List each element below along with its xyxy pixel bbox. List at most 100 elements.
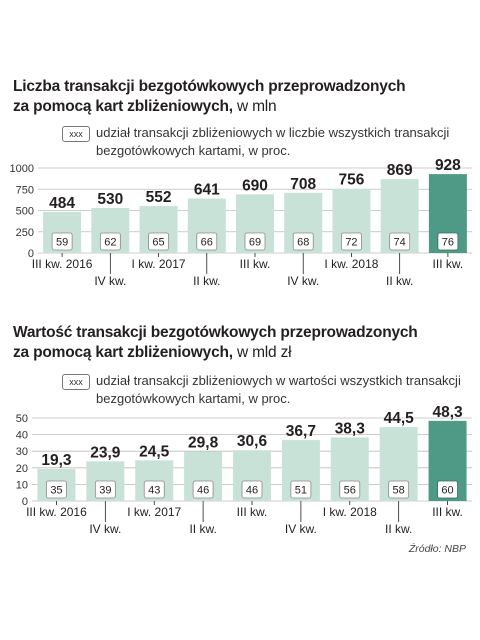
chart-2-category-label: I kw. 2017: [127, 505, 181, 519]
chart-1-category-label: IV kw.: [94, 274, 126, 288]
chart-1-title: Liczba transakcji bezgotówkowych przepro…: [13, 77, 406, 117]
chart-1-plot: 0 250 500 750 1000 484 59 III kw. 2016 530 62 IV k…: [10, 157, 472, 288]
chart-2-category-label: III kw. 2016: [26, 505, 87, 519]
chart-1-share-badge: [51, 232, 73, 251]
chart-1-ytick-label: 750: [16, 184, 34, 196]
chart-2-value-label: 24,5: [139, 443, 170, 460]
chart-1-value-label: 690: [242, 177, 268, 194]
chart-2-share-badge: [339, 480, 361, 499]
chart-1-share-label: 76: [442, 237, 454, 249]
chart-1-share-badge: [99, 232, 121, 251]
chart-1-value-label: 928: [435, 157, 461, 174]
chart-2-share-badge: [437, 480, 458, 499]
chart-1-share-badge: [196, 232, 218, 251]
chart-1-share-label: 59: [56, 237, 68, 249]
chart-2-share-label: 43: [148, 485, 160, 497]
chart-2-share-badge: [241, 480, 263, 499]
chart-2-share-badge: [94, 480, 116, 499]
chart-1-value-label: 530: [97, 191, 123, 208]
chart-2-share-label: 60: [441, 485, 453, 497]
chart-1-value-label: 552: [146, 189, 172, 206]
chart-2-value-label: 19,3: [41, 452, 72, 469]
chart-2-category-label: II kw.: [189, 522, 216, 536]
chart-1-legend-text: udział transakcji zbliżeniowych w liczbi…: [96, 124, 449, 160]
chart-2-share-badge: [290, 480, 312, 499]
chart-1-ytick-label: 0: [28, 248, 34, 260]
chart-1-value-label: 641: [194, 182, 220, 199]
chart-2-category-label: IV kw.: [285, 522, 317, 536]
chart-2-legend-line2: bezgotówkowych kartami, w proc.: [96, 391, 291, 406]
chart-2-category-label: III kw.: [237, 505, 268, 519]
chart-1-value-label: 708: [290, 176, 316, 193]
chart-2-share-label: 35: [50, 485, 62, 497]
chart-2-share-label: 39: [99, 485, 111, 497]
chart-1-ytick-label: 1000: [10, 163, 34, 175]
chart-1-share-badge: [148, 232, 169, 251]
chart-2-share-label: 46: [197, 485, 209, 497]
chart-2-share-label: 58: [393, 485, 405, 497]
chart-2-value-label: 36,7: [286, 423, 316, 440]
chart-2-title-line2: za pomocą kart zbliżeniowych,: [13, 344, 233, 361]
chart-1-title-line1: Liczba transakcji bezgotówkowych przepro…: [13, 78, 406, 95]
chart-2-value-label: 23,9: [90, 444, 121, 461]
chart-2-share-badge: [143, 480, 165, 499]
chart-1-title-line2: za pomocą kart zbliżeniowych,: [13, 98, 233, 115]
chart-1-value-label: 756: [339, 172, 365, 189]
chart-2-plot: 0 10 20 30 40 50 19,3 35 III kw. 2016 23,9 39 IV kw…: [16, 405, 472, 536]
chart-2-share-badge: [388, 480, 410, 499]
chart-2-value-label: 30,6: [237, 433, 268, 450]
chart-1-share-label: 62: [104, 237, 116, 249]
chart-1-value-label: 484: [49, 195, 75, 212]
chart-1-category-label: III kw. 2016: [32, 257, 93, 271]
chart-2-share-label: 56: [344, 485, 356, 497]
chart-1-category-label: IV kw.: [287, 274, 319, 288]
chart-2-title: Wartość transakcji bezgotówkowych przepr…: [13, 323, 418, 363]
chart-1-ytick-label: 500: [16, 206, 34, 218]
chart-1-share-badge: [437, 232, 459, 251]
chart-1-share-label: 66: [201, 237, 213, 249]
chart-2-ytick-label: 40: [16, 430, 28, 442]
chart-1-share-badge: [244, 232, 266, 251]
chart-2-share-label: 51: [295, 485, 307, 497]
chart-2-category-label: II kw.: [385, 522, 412, 536]
chart-2-category-label: III kw.: [432, 505, 463, 519]
chart-2-ytick-label: 30: [16, 446, 28, 458]
chart-2-share-badge: [192, 480, 214, 499]
chart-1-category-label: I kw. 2018: [324, 257, 378, 271]
chart-2-legend-line1: udział transakcji zbliżeniowych w wartoś…: [96, 373, 461, 388]
chart-1-ytick-label: 250: [16, 227, 34, 239]
chart-2-title-line1: Wartość transakcji bezgotówkowych przepr…: [13, 324, 418, 341]
chart-2-unit: w mld zł: [236, 344, 292, 361]
chart-1-share-badge: [292, 232, 314, 251]
chart-1-category-label: II kw.: [386, 274, 413, 288]
chart-2-value-label: 38,3: [335, 420, 366, 437]
chart-1-category-label: I kw. 2017: [132, 257, 186, 271]
chart-2-share-badge: [46, 480, 67, 499]
chart-1-share-label: 72: [345, 237, 357, 249]
chart-1-share-label: 68: [297, 237, 309, 249]
chart-1-share-label: 65: [152, 237, 164, 249]
chart-1-category-label: III kw.: [240, 257, 271, 271]
chart-2-ytick-label: 0: [22, 496, 28, 508]
chart-1-legend-line2: bezgotówkowych kartami, w proc.: [96, 143, 291, 158]
chart-2-legend-text: udział transakcji zbliżeniowych w wartoś…: [96, 372, 461, 408]
chart-1-value-label: 869: [387, 162, 413, 179]
chart-1-share-label: 69: [249, 237, 261, 249]
chart-1-category-label: III kw.: [433, 257, 464, 271]
chart-2-ytick-label: 20: [16, 463, 28, 475]
chart-1-legend-box: xxx: [62, 126, 90, 142]
chart-2-share-label: 46: [246, 485, 258, 497]
chart-2-category-label: IV kw.: [89, 522, 121, 536]
chart-2-legend-box: xxx: [62, 374, 90, 390]
chart-2-value-label: 29,8: [188, 435, 219, 452]
chart-1-share-badge: [341, 232, 362, 251]
chart-1-share-badge: [389, 232, 411, 251]
chart-1-legend-line1: udział transakcji zbliżeniowych w liczbi…: [96, 125, 450, 140]
source-note: Źródło: NBP: [408, 543, 466, 555]
chart-1-unit: w mln: [236, 98, 277, 115]
chart-1-category-label: II kw.: [193, 274, 220, 288]
chart-2-value-label: 48,3: [432, 405, 463, 421]
chart-1-share-label: 74: [394, 237, 406, 249]
chart-2-ytick-label: 10: [16, 479, 28, 491]
chart-2-ytick-label: 50: [16, 413, 28, 425]
